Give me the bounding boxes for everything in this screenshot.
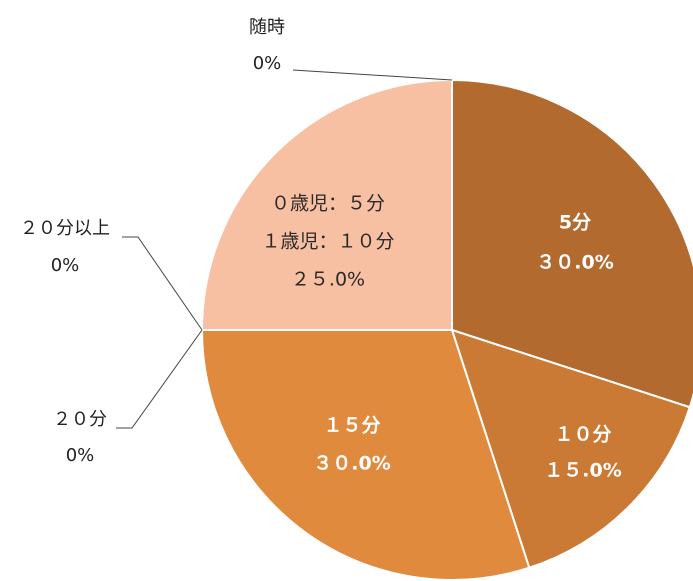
slice-label-5-line-0: ２０分以上 bbox=[20, 218, 110, 239]
leader-line-4 bbox=[116, 329, 203, 429]
slice-label-4-line-0: ２０分 bbox=[53, 409, 107, 430]
pie-slice-2 bbox=[450, 328, 692, 570]
slice-label-2-line-0: １０分 bbox=[554, 424, 611, 446]
slice-label-1-line-1: ３０.0% bbox=[536, 252, 613, 274]
slice-label-3-line-1: ３０.0% bbox=[313, 453, 390, 475]
pie-slice-3 bbox=[200, 329, 531, 581]
slice-label-3-line-0: １５分 bbox=[323, 415, 380, 437]
pie-slice-1 bbox=[451, 78, 693, 409]
leader-line-5 bbox=[122, 236, 203, 331]
pie-slice-6 bbox=[200, 78, 453, 331]
pie-slices bbox=[200, 78, 693, 581]
slice-label-0-line-0: 随時 bbox=[249, 17, 285, 38]
leader-line-0 bbox=[292, 69, 453, 81]
slice-label-6-line-1: １歳児：１０分 bbox=[261, 231, 394, 253]
slice-label-6-line-2: ２５.0% bbox=[291, 269, 365, 291]
slice-label-2-line-1: １５.0% bbox=[544, 460, 621, 482]
slice-label-4-line-1: 0% bbox=[66, 445, 95, 466]
slice-label-1-line-0: 5分 bbox=[559, 212, 591, 234]
slice-labels: 随時 0% 5分 ３０.0% １０分 １５.0% １５分 ３０.0% ２０分 0% ２０分以上 0% ０… bbox=[20, 17, 622, 482]
slice-label-5-line-1: 0% bbox=[51, 255, 80, 276]
leader-lines bbox=[116, 69, 453, 429]
slice-label-0-line-1: 0% bbox=[253, 53, 282, 74]
slice-label-6-line-0: ０歳児：５分 bbox=[271, 193, 385, 215]
